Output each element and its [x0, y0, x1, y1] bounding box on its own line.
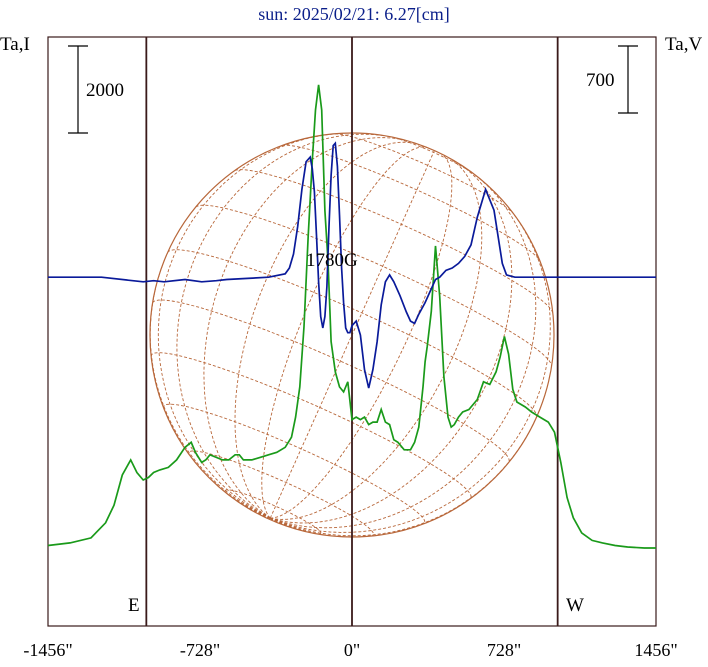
disk-grid-line [270, 517, 349, 537]
disk-grid-line [150, 252, 271, 519]
reference-lines [145, 37, 559, 626]
disk-grid-line [269, 517, 275, 522]
disk-grid-line [234, 169, 554, 313]
x-tick-label: 0" [344, 640, 360, 660]
series-line-intensity [47, 84, 656, 549]
right-axis-label: Ta,V [665, 34, 702, 55]
disk-grid-line [270, 173, 537, 529]
x-tick-labels: -1456" -728" 0" 728" 1456" [23, 640, 677, 660]
chart-title: sun: 2025/02/21: 6.27[cm] [258, 4, 450, 24]
x-tick-label: -1456" [23, 640, 72, 660]
disk-grid-line [234, 141, 420, 519]
x-tick-label: -728" [180, 640, 220, 660]
disk-grid-line [282, 144, 541, 261]
disk-grid-line [176, 133, 391, 519]
left-axis-label: Ta,I [0, 34, 30, 55]
disk-grid-line [269, 517, 291, 528]
left-scale-bar [68, 45, 88, 134]
disk-grid-line [270, 157, 483, 520]
disk-grid-line [270, 417, 537, 537]
disk-grid-line [335, 133, 514, 214]
west-label: W [566, 595, 584, 616]
right-scale-bar [618, 45, 638, 114]
disk-label: 1780G [306, 250, 358, 271]
x-tick-label: 1456" [634, 640, 677, 660]
disk-grid-line [269, 150, 435, 519]
disk-grid-line [195, 204, 553, 366]
disk-grid [150, 133, 554, 537]
disk-grid-line [270, 205, 551, 533]
east-label: E [128, 595, 140, 616]
disk-grid-line [188, 450, 374, 537]
right-scale-label: 700 [586, 70, 615, 91]
left-scale-label: 2000 [86, 80, 124, 101]
disk-grid-line [261, 146, 427, 519]
solar-disk [149, 132, 555, 538]
disk-grid-line [270, 153, 453, 519]
x-tick-label: 728" [487, 640, 521, 660]
disk-grid-line [270, 164, 513, 524]
series-line-polarization [48, 141, 656, 389]
disk-grid-line [157, 133, 346, 519]
disk-grid-line [203, 471, 271, 519]
